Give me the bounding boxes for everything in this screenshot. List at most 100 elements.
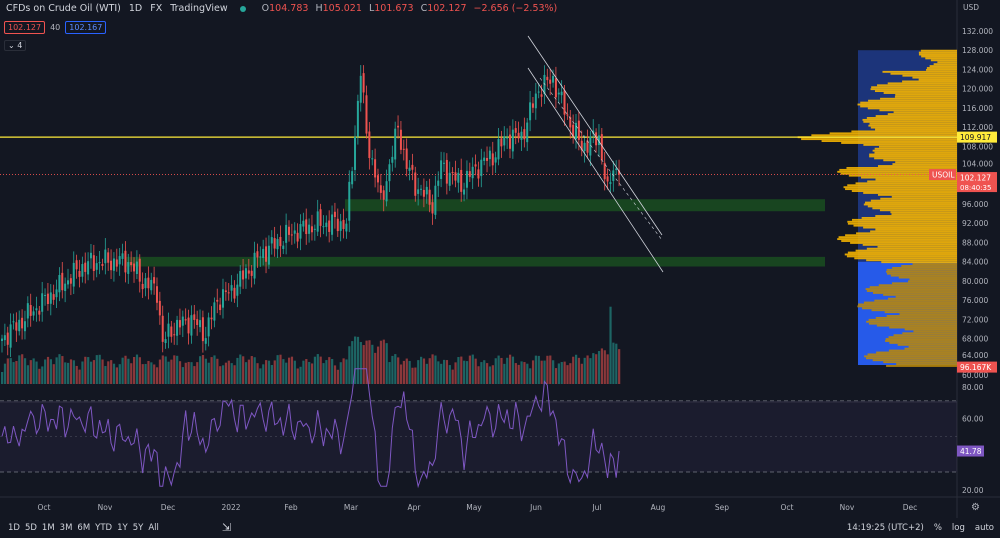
candle[interactable] (302, 220, 305, 227)
candle[interactable] (606, 176, 609, 182)
log-toggle[interactable]: log (951, 523, 965, 533)
candle[interactable] (233, 287, 236, 299)
candle[interactable] (176, 319, 179, 336)
candle[interactable] (376, 175, 379, 183)
candle[interactable] (236, 284, 239, 296)
candle[interactable] (32, 311, 35, 316)
currency-selector[interactable]: USD (963, 3, 979, 12)
candle[interactable] (494, 157, 497, 163)
candle[interactable] (199, 320, 202, 328)
candle[interactable] (511, 129, 514, 152)
range-5d[interactable]: 5D (24, 523, 37, 533)
candle[interactable] (15, 322, 18, 331)
candle[interactable] (379, 185, 382, 193)
range-1y[interactable]: 1Y (117, 523, 128, 533)
candle[interactable] (279, 236, 282, 247)
support-zone[interactable] (125, 256, 825, 267)
candle[interactable] (150, 279, 153, 291)
candle[interactable] (351, 171, 354, 185)
candle[interactable] (49, 292, 52, 304)
candle[interactable] (451, 171, 454, 174)
candle[interactable] (508, 134, 511, 149)
candle[interactable] (110, 260, 113, 271)
trend-channel-line[interactable] (527, 35, 663, 236)
range-5y[interactable]: 5Y (132, 523, 144, 533)
candle[interactable] (216, 299, 219, 302)
candle[interactable] (589, 136, 592, 156)
interval[interactable]: 1D (128, 3, 143, 14)
candle[interactable] (147, 277, 150, 289)
candle[interactable] (64, 283, 67, 292)
candle[interactable] (422, 189, 425, 197)
candle[interactable] (204, 338, 207, 344)
candle[interactable] (75, 260, 78, 270)
candle[interactable] (526, 122, 529, 143)
candle[interactable] (448, 172, 451, 186)
candle[interactable] (549, 79, 552, 84)
candle[interactable] (78, 271, 81, 277)
candle[interactable] (434, 185, 437, 215)
candle[interactable] (130, 262, 133, 266)
candle[interactable] (552, 75, 555, 83)
candle[interactable] (454, 172, 457, 181)
candle[interactable] (609, 182, 612, 184)
candle[interactable] (308, 224, 311, 234)
candle[interactable] (592, 130, 595, 134)
support-zone[interactable] (345, 199, 825, 212)
candle[interactable] (250, 270, 253, 276)
candle[interactable] (72, 262, 75, 287)
candle[interactable] (497, 138, 500, 160)
buy-button[interactable]: 102.167 (65, 21, 107, 34)
candle[interactable] (442, 162, 445, 164)
candle[interactable] (273, 238, 276, 249)
candle[interactable] (474, 164, 477, 167)
candle[interactable] (529, 102, 532, 121)
candle[interactable] (293, 230, 296, 234)
candle[interactable] (92, 255, 95, 271)
candle[interactable] (575, 122, 577, 140)
candle[interactable] (523, 129, 526, 140)
candle[interactable] (267, 245, 270, 265)
candle[interactable] (425, 186, 428, 195)
candle[interactable] (583, 142, 586, 152)
sell-button[interactable]: 102.127 (4, 21, 46, 34)
indicators-toggle[interactable]: ⌄ 4 (4, 40, 27, 51)
candle[interactable] (12, 321, 15, 323)
candle[interactable] (299, 224, 302, 239)
candle[interactable] (227, 292, 230, 294)
candle[interactable] (244, 268, 247, 279)
candle[interactable] (402, 148, 405, 150)
candle[interactable] (41, 293, 44, 312)
candle[interactable] (365, 95, 368, 134)
candle[interactable] (345, 223, 348, 232)
candle[interactable] (9, 324, 12, 348)
candle[interactable] (506, 137, 509, 139)
goto-date-icon[interactable]: ⇲ (222, 521, 232, 534)
clock[interactable]: 14:19:25 (UTC+2) (846, 523, 924, 533)
candle[interactable] (348, 181, 351, 221)
candle[interactable] (124, 250, 127, 273)
candle[interactable] (46, 293, 49, 304)
candle[interactable] (181, 316, 184, 326)
candle[interactable] (210, 317, 213, 320)
candle[interactable] (196, 319, 199, 325)
candle[interactable] (38, 310, 41, 315)
candle[interactable] (213, 302, 216, 321)
candle[interactable] (445, 159, 448, 184)
candle[interactable] (420, 188, 423, 190)
candle[interactable] (316, 211, 319, 232)
candle[interactable] (18, 319, 21, 332)
candle[interactable] (115, 259, 118, 267)
candle[interactable] (397, 125, 400, 128)
candle[interactable] (262, 248, 265, 258)
candle[interactable] (170, 326, 173, 337)
candle[interactable] (356, 100, 359, 137)
candle[interactable] (391, 156, 394, 163)
candle[interactable] (342, 219, 345, 229)
symbol-title[interactable]: CFDs on Crude Oil (WTI) (6, 3, 121, 14)
price-chart[interactable]: USD 132.000 128.000 124.000 120.000 116.000 11… (0, 0, 1000, 518)
candle[interactable] (368, 131, 371, 159)
candle[interactable] (414, 172, 417, 196)
candle[interactable] (440, 160, 443, 179)
candle[interactable] (21, 317, 24, 329)
